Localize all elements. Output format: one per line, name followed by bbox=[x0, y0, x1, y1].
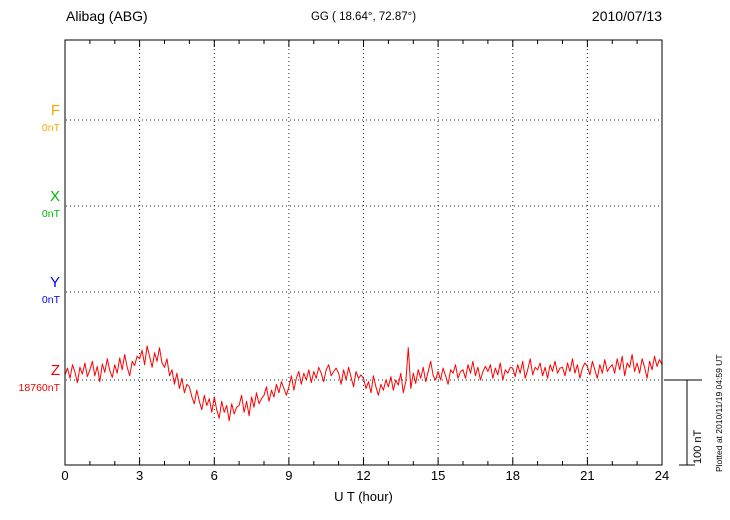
channel-label-F: F 0nT bbox=[0, 103, 62, 134]
x-tick-label: 21 bbox=[580, 468, 595, 483]
z-trace bbox=[64, 345, 663, 422]
scale-bar bbox=[664, 379, 702, 466]
x-axis-title: U T (hour) bbox=[334, 489, 393, 504]
x-tick-label: 15 bbox=[430, 468, 446, 483]
plotted-at-timestamp: Plotted at 2010/11/19 04:59 UT bbox=[714, 354, 724, 472]
channel-label-X: X 0nT bbox=[0, 189, 62, 220]
channel-baseline-value: 0nT bbox=[41, 122, 60, 134]
x-tick-label: 9 bbox=[285, 468, 293, 483]
channel-letter: Z bbox=[50, 362, 60, 379]
channel-baseline-value: 0nT bbox=[41, 208, 60, 220]
geographic-coordinates: GG ( 18.64°, 72.87°) bbox=[310, 11, 417, 23]
channel-label-Z: Z 18760nT bbox=[0, 363, 62, 394]
channel-label-Y: Y 0nT bbox=[0, 275, 62, 306]
x-tick-label: 24 bbox=[654, 468, 670, 483]
station-title: Alibag (ABG) bbox=[66, 8, 148, 24]
scale-bar-label: 100 nT bbox=[692, 429, 704, 464]
channel-letter: X bbox=[49, 188, 60, 205]
x-tick-label: 12 bbox=[356, 468, 371, 483]
x-tick-label: 18 bbox=[505, 468, 520, 483]
x-tick-label: 6 bbox=[210, 468, 218, 483]
plot-date: 2010/07/13 bbox=[591, 8, 662, 24]
channel-baseline-value: 0nT bbox=[41, 294, 60, 306]
x-tick-label: 3 bbox=[136, 468, 144, 483]
channel-letter: Y bbox=[49, 274, 60, 291]
x-tick-label: 0 bbox=[61, 468, 69, 483]
channel-letter: F bbox=[50, 102, 60, 119]
channel-baseline-value: 18760nT bbox=[18, 382, 60, 394]
plot-border bbox=[64, 39, 663, 466]
